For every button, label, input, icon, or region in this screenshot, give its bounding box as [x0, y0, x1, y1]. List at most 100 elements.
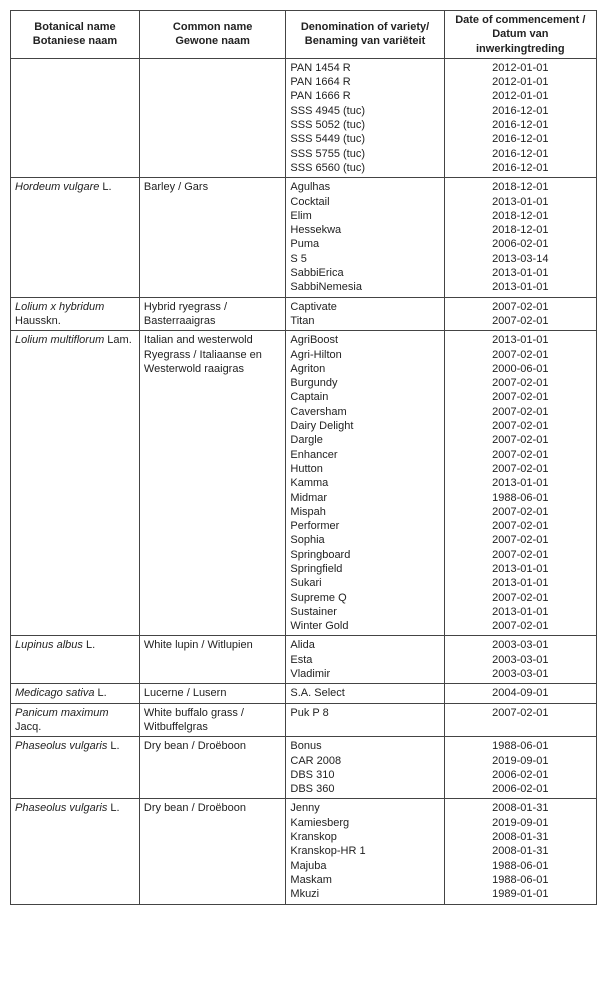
commencement-date: 1988-06-01: [449, 739, 592, 753]
table-row: PAN 1454 RPAN 1664 RPAN 1666 RSSS 4945 (…: [11, 58, 597, 177]
variety-cell: AgulhasCocktailElimHessekwaPumaS 5SabbiE…: [286, 178, 444, 297]
commencement-date: 2006-02-01: [449, 768, 592, 782]
variety-name: SSS 5449 (tuc): [290, 132, 439, 146]
variety-name: DBS 310: [290, 768, 439, 782]
commencement-date: 2012-01-01: [449, 75, 592, 89]
variety-name: Captivate: [290, 300, 439, 314]
common-cell: White buffalo grass / Witbuffelgras: [139, 703, 286, 737]
commencement-date: 2018-12-01: [449, 180, 592, 194]
variety-cell: CaptivateTitan: [286, 297, 444, 331]
commencement-date: 2013-03-14: [449, 252, 592, 266]
variety-name: Sophia: [290, 533, 439, 547]
table-row: Phaseolus vulgaris L.Dry bean / Droëboon…: [11, 799, 597, 904]
table-row: Panicum maximum Jacq.White buffalo grass…: [11, 703, 597, 737]
botanical-cell: [11, 58, 140, 177]
variety-name: Springfield: [290, 562, 439, 576]
commencement-date: 2018-12-01: [449, 223, 592, 237]
variety-name: Springboard: [290, 548, 439, 562]
variety-name: Mispah: [290, 505, 439, 519]
commencement-date: 2008-01-31: [449, 844, 592, 858]
commencement-date: 2013-01-01: [449, 576, 592, 590]
table-row: Hordeum vulgare L.Barley / GarsAgulhasCo…: [11, 178, 597, 297]
variety-cell: S.A. Select: [286, 684, 444, 703]
table-row: Lupinus albus L.White lupin / WitlupienA…: [11, 636, 597, 684]
commencement-date: 2007-02-01: [449, 405, 592, 419]
botanical-cell: Lupinus albus L.: [11, 636, 140, 684]
variety-name: AgriBoost: [290, 333, 439, 347]
date-cell: 2012-01-012012-01-012012-01-012016-12-01…: [444, 58, 596, 177]
commencement-date: 2007-02-01: [449, 300, 592, 314]
botanical-cell: Panicum maximum Jacq.: [11, 703, 140, 737]
common-cell: Barley / Gars: [139, 178, 286, 297]
variety-name: Captain: [290, 390, 439, 404]
variety-name: Cocktail: [290, 195, 439, 209]
common-cell: White lupin / Witlupien: [139, 636, 286, 684]
commencement-date: 2007-02-01: [449, 591, 592, 605]
variety-name: Hessekwa: [290, 223, 439, 237]
date-cell: 2004-09-01: [444, 684, 596, 703]
date-cell: 2003-03-012003-03-012003-03-01: [444, 636, 596, 684]
variety-name: Kamma: [290, 476, 439, 490]
botanical-suffix: Hausskn.: [15, 315, 61, 327]
variety-name: Sukari: [290, 576, 439, 590]
variety-cell: JennyKamiesbergKranskopKranskop-HR 1Maju…: [286, 799, 444, 904]
commencement-date: 2008-01-31: [449, 801, 592, 815]
botanical-cell: Lolium multiflorum Lam.: [11, 331, 140, 636]
commencement-date: 2013-01-01: [449, 476, 592, 490]
botanical-italic: Lolium x hybridum: [15, 301, 104, 313]
variety-name: Dairy Delight: [290, 419, 439, 433]
commencement-date: 2016-12-01: [449, 147, 592, 161]
common-cell: Dry bean / Droëboon: [139, 737, 286, 799]
variety-name: Kamiesberg: [290, 816, 439, 830]
commencement-date: 1988-06-01: [449, 491, 592, 505]
commencement-date: 2007-02-01: [449, 419, 592, 433]
table-row: Phaseolus vulgaris L.Dry bean / Droëboon…: [11, 737, 597, 799]
botanical-suffix: Lam.: [104, 334, 132, 346]
table-row: Lolium x hybridum Hausskn.Hybrid ryegras…: [11, 297, 597, 331]
commencement-date: 2013-01-01: [449, 195, 592, 209]
variety-name: SSS 6560 (tuc): [290, 161, 439, 175]
commencement-date: 2013-01-01: [449, 280, 592, 294]
variety-name: Dargle: [290, 433, 439, 447]
variety-name: PAN 1454 R: [290, 61, 439, 75]
commencement-date: 1988-06-01: [449, 873, 592, 887]
date-cell: 2007-02-01: [444, 703, 596, 737]
commencement-date: 2018-12-01: [449, 209, 592, 223]
variety-name: Agriton: [290, 362, 439, 376]
commencement-date: 2016-12-01: [449, 161, 592, 175]
commencement-date: 2007-02-01: [449, 519, 592, 533]
variety-name: S 5: [290, 252, 439, 266]
common-cell: [139, 58, 286, 177]
table-row: Medicago sativa L.Lucerne / LusernS.A. S…: [11, 684, 597, 703]
botanical-cell: Phaseolus vulgaris L.: [11, 799, 140, 904]
variety-name: Puma: [290, 237, 439, 251]
variety-name: Alida: [290, 638, 439, 652]
commencement-date: 2000-06-01: [449, 362, 592, 376]
variety-cell: AlidaEstaVladimir: [286, 636, 444, 684]
variety-name: PAN 1664 R: [290, 75, 439, 89]
date-cell: 1988-06-012019-09-012006-02-012006-02-01: [444, 737, 596, 799]
commencement-date: 2007-02-01: [449, 390, 592, 404]
commencement-date: 2012-01-01: [449, 89, 592, 103]
commencement-date: 2019-09-01: [449, 816, 592, 830]
variety-name: SSS 5052 (tuc): [290, 118, 439, 132]
common-cell: Italian and westerwold Ryegrass / Italia…: [139, 331, 286, 636]
date-cell: 2018-12-012013-01-012018-12-012018-12-01…: [444, 178, 596, 297]
botanical-suffix: L.: [83, 639, 95, 651]
commencement-date: 2012-01-01: [449, 61, 592, 75]
common-cell: Dry bean / Droëboon: [139, 799, 286, 904]
header-common: Common nameGewone naam: [139, 11, 286, 59]
variety-name: Performer: [290, 519, 439, 533]
variety-name: Agri-Hilton: [290, 348, 439, 362]
variety-name: S.A. Select: [290, 686, 439, 700]
commencement-date: 2006-02-01: [449, 237, 592, 251]
botanical-cell: Medicago sativa L.: [11, 684, 140, 703]
variety-name: CAR 2008: [290, 754, 439, 768]
commencement-date: 2007-02-01: [449, 348, 592, 362]
variety-name: Puk P 8: [290, 706, 439, 720]
variety-name: Kranskop: [290, 830, 439, 844]
commencement-date: 2007-02-01: [449, 706, 592, 720]
botanical-italic: Phaseolus vulgaris: [15, 802, 107, 814]
variety-name: SabbiErica: [290, 266, 439, 280]
commencement-date: 2013-01-01: [449, 333, 592, 347]
